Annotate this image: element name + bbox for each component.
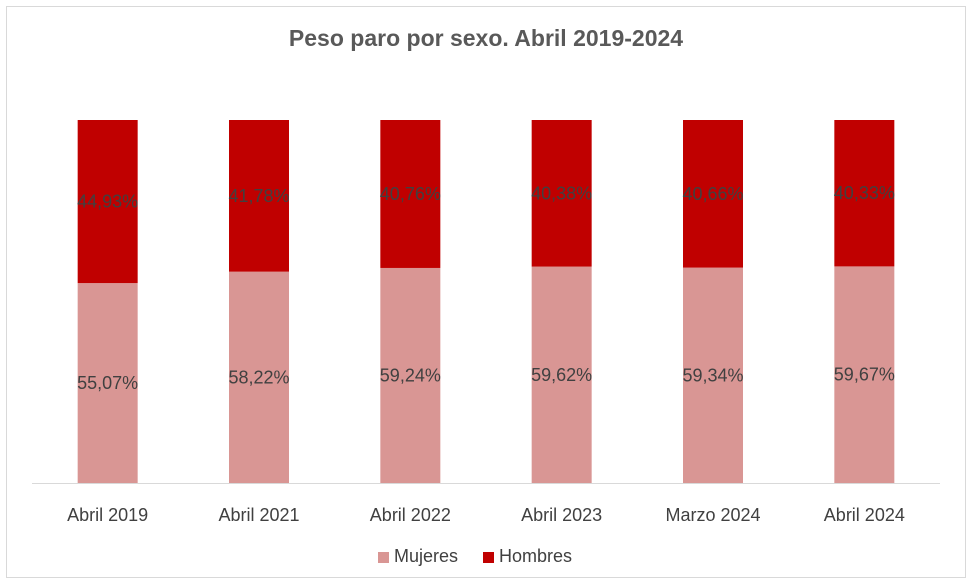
bar-hombres-5	[834, 120, 895, 267]
data-label-hombres-1: 41,78%	[228, 186, 289, 206]
chart-title: Peso paro por sexo. Abril 2019-2024	[288, 25, 684, 51]
legend-swatch-mujeres	[378, 552, 389, 563]
x-tick-label-0: Abril 2019	[67, 505, 148, 525]
data-label-mujeres-5: 59,67%	[834, 365, 895, 385]
legend-label-hombres: Hombres	[499, 546, 572, 566]
bar-mujeres-5	[834, 266, 895, 483]
data-label-hombres-2: 40,76%	[380, 184, 441, 204]
bar-mujeres-0	[77, 283, 138, 483]
data-label-mujeres-3: 59,62%	[531, 365, 592, 385]
data-label-hombres-3: 40,38%	[531, 183, 592, 203]
bar-hombres-2	[380, 120, 441, 268]
bar-hombres-4	[683, 120, 743, 268]
bar-hombres-1	[229, 120, 289, 272]
chart-area: Peso paro por sexo. Abril 2019-2024	[6, 6, 966, 578]
data-label-hombres-4: 40,66%	[682, 184, 743, 204]
bar-mujeres-2	[380, 267, 441, 483]
x-tick-label-3: Abril 2023	[521, 505, 602, 525]
x-tick-label-4: Marzo 2024	[665, 505, 760, 525]
x-tick-label-2: Abril 2022	[370, 505, 451, 525]
x-tick-label-1: Abril 2021	[218, 505, 299, 525]
bar-mujeres-1	[229, 271, 289, 483]
data-label-mujeres-0: 55,07%	[77, 373, 138, 393]
legend-label-mujeres: Mujeres	[394, 546, 458, 566]
legend-swatch-hombres	[483, 552, 494, 563]
x-tick-label-5: Abril 2024	[824, 505, 905, 525]
data-label-mujeres-2: 59,24%	[380, 365, 441, 385]
data-label-hombres-0: 44,93%	[77, 192, 138, 212]
data-label-mujeres-4: 59,34%	[682, 365, 743, 385]
bar-hombres-0	[77, 120, 138, 284]
bar-hombres-3	[531, 120, 592, 267]
bar-mujeres-3	[531, 266, 592, 483]
data-label-mujeres-1: 58,22%	[228, 367, 289, 387]
bar-mujeres-4	[683, 267, 743, 483]
data-label-hombres-5: 40,33%	[834, 183, 895, 203]
